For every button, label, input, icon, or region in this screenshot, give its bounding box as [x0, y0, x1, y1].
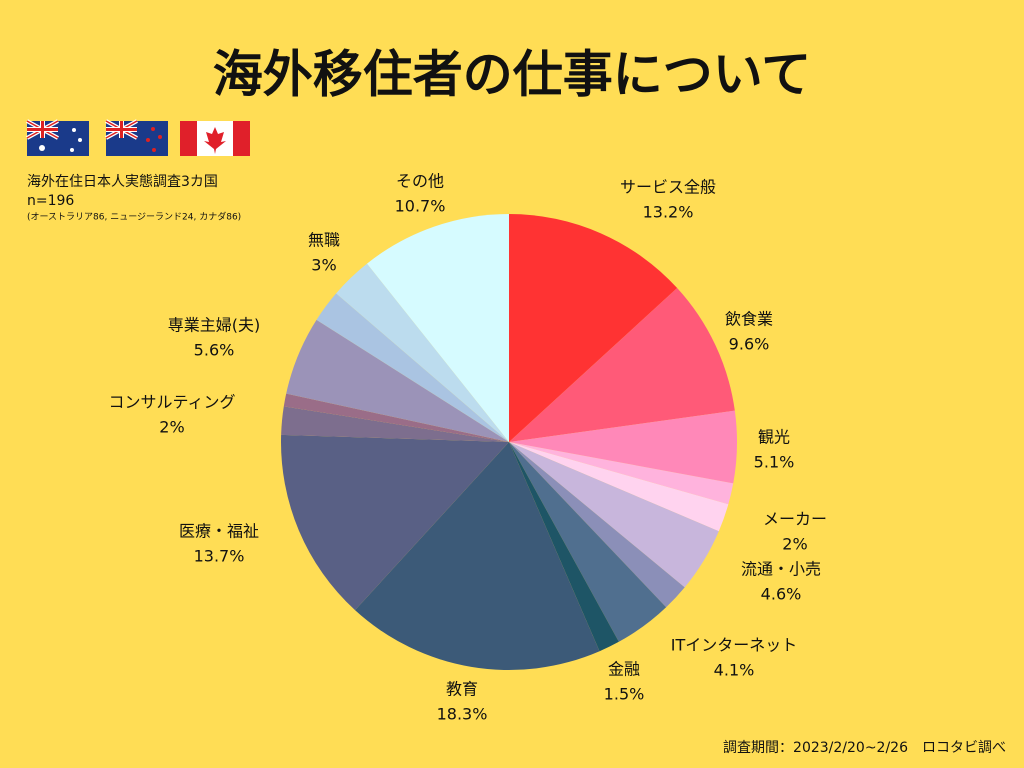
- slice-value-label: 10.7%: [395, 197, 446, 216]
- pie-slice: [367, 214, 509, 442]
- pie-slice: [509, 442, 719, 588]
- slice-label: 観光: [758, 428, 790, 447]
- pie-slice: [355, 442, 600, 670]
- slice-label: 医療・福祉: [179, 522, 259, 541]
- slice-label: 金融: [608, 660, 640, 679]
- slice-label: 教育: [446, 680, 478, 699]
- slice-value-label: 13.2%: [643, 203, 694, 222]
- pie-slice: [509, 442, 734, 505]
- slice-value-label: 1.5%: [604, 685, 645, 704]
- pie-slice: [509, 442, 667, 642]
- pie-slice: [336, 263, 509, 442]
- pie-slice: [509, 410, 738, 484]
- slice-value-label: 9.6%: [729, 335, 770, 354]
- slice-label: メーカー: [763, 510, 827, 529]
- slice-label: 無職: [308, 231, 340, 250]
- survey-title: 海外在住日本人実態調査3カ国: [27, 174, 218, 190]
- slice-value-label: 18.3%: [437, 705, 488, 724]
- flag-australia: [26, 119, 89, 156]
- pie-slice: [281, 406, 509, 442]
- flag-new-zealand: [105, 119, 168, 156]
- pie-slice: [509, 442, 729, 532]
- pie-slice: [509, 214, 678, 442]
- pie-slice: [281, 434, 509, 611]
- pie-slice: [286, 319, 509, 442]
- flag-canada: [180, 121, 250, 156]
- slice-label: ITインターネット: [671, 636, 798, 655]
- slice-label: 流通・小売: [741, 560, 821, 579]
- slice-value-label: 5.6%: [194, 341, 235, 360]
- slice-value-label: 4.1%: [714, 661, 755, 680]
- slice-label: サービス全般: [620, 178, 716, 197]
- slice-value-label: 5.1%: [754, 453, 795, 472]
- slice-label: その他: [396, 172, 444, 191]
- slice-value-label: 4.6%: [761, 585, 802, 604]
- slice-label: コンサルティング: [108, 393, 235, 412]
- pie-slice: [509, 442, 685, 608]
- chart-title: 海外移住者の仕事について: [213, 46, 812, 104]
- slice-value-label: 3%: [311, 256, 336, 275]
- pie-slice: [316, 293, 509, 442]
- slice-label: 専業主婦(夫): [168, 316, 261, 335]
- survey-sample: n=196: [27, 193, 74, 209]
- slice-value-label: 2%: [782, 535, 807, 554]
- pie-slice: [509, 288, 735, 442]
- survey-breakdown: (オーストラリア86, ニュージーランド24, カナダ86): [27, 211, 241, 223]
- pie-slice: [509, 442, 619, 652]
- pie-slice: [283, 393, 509, 442]
- slice-value-label: 2%: [159, 418, 184, 437]
- footer: 調査期間：2023/2/20~2/26 ロコタビ調べ: [723, 740, 1006, 756]
- slice-value-label: 13.7%: [194, 547, 245, 566]
- slice-label: 飲食業: [725, 310, 773, 329]
